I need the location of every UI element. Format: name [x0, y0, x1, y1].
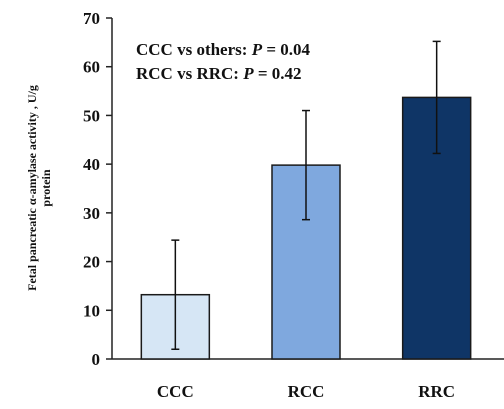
y-axis-label-line2: protein [39, 169, 53, 206]
y-tick-label-50: 50 [83, 106, 100, 125]
annotation-1-p: P [251, 40, 263, 59]
annotation-ccc-vs-others: CCC vs others: P = 0.04 [136, 40, 311, 59]
annotation-2-p: P [242, 64, 254, 83]
significance-annotations: CCC vs others: P = 0.04 RCC vs RRC: P = … [136, 40, 311, 83]
annotation-1-suffix: = 0.04 [262, 40, 310, 59]
y-tick-label-20: 20 [83, 253, 100, 272]
y-tick-label-0: 0 [92, 350, 101, 369]
y-tick-group: 0 10 20 30 40 50 60 70 [83, 9, 112, 369]
x-tick-label-rrc: RRC [418, 382, 455, 401]
bar-rcc [271, 164, 341, 360]
annotation-rcc-vs-rrc: RCC vs RRC: P = 0.42 [136, 64, 302, 83]
x-tick-label-ccc: CCC [157, 382, 194, 401]
x-tick-label-rcc: RCC [288, 382, 325, 401]
bar-rrc [401, 96, 472, 360]
y-tick-label-40: 40 [83, 155, 100, 174]
y-tick-label-60: 60 [83, 58, 100, 77]
annotation-1-prefix: CCC vs others: [136, 40, 252, 59]
annotation-2-prefix: RCC vs RRC: [136, 64, 243, 83]
bars-group [140, 40, 472, 360]
y-tick-label-10: 10 [83, 301, 100, 320]
y-axis-label-line1: Fetal pancreatic α-amylase activity , U/… [25, 85, 39, 291]
y-tick-label-70: 70 [83, 9, 100, 28]
x-tick-label-group: CCC RCC RRC [157, 382, 455, 401]
y-tick-label-30: 30 [83, 204, 100, 223]
annotation-2-suffix: = 0.42 [254, 64, 302, 83]
